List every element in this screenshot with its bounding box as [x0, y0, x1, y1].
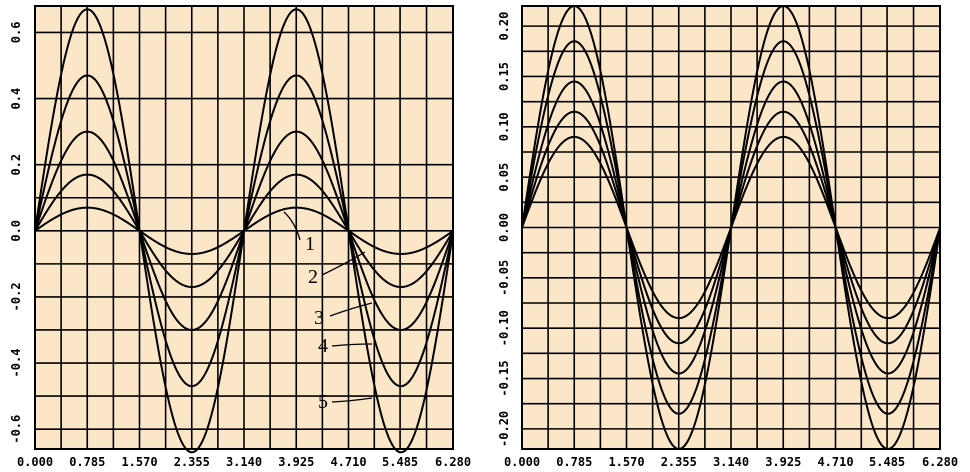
x-tick-label: 6.280: [435, 455, 471, 469]
y-tick-label: 0.4: [9, 88, 23, 110]
x-tick-label: 1.570: [121, 455, 157, 469]
annotation-leader-line: [329, 302, 373, 317]
annotation-leader-line: [321, 251, 366, 276]
y-tick-label: -0.4: [9, 349, 23, 378]
y-tick-label: 0.6: [9, 22, 23, 44]
y-tick-label: 0.15: [497, 62, 511, 91]
x-tick-label: 5.485: [382, 455, 418, 469]
x-tick-label: 6.280: [922, 455, 958, 469]
x-tick-label: 2.355: [661, 455, 697, 469]
x-tick-label: 0.000: [504, 455, 540, 469]
y-tick-label: -0.10: [497, 310, 511, 346]
series-line-5: [521, 5, 941, 450]
y-tick-label: 0.20: [497, 12, 511, 41]
y-tick-label: -0.20: [497, 411, 511, 447]
x-tick-label: 3.925: [278, 455, 314, 469]
x-tick-label: 4.710: [330, 455, 366, 469]
chart-panel-2: 0.000 0.785 1.570 2.355 3.140 3.925 4.710 5.485…: [497, 5, 958, 469]
x-tick-label: 3.925: [765, 455, 801, 469]
annotation-label: 2: [308, 266, 318, 288]
x-tick-label: 3.140: [226, 455, 262, 469]
y-tick-label: 0.05: [497, 163, 511, 192]
annotation-label: 3: [314, 307, 324, 329]
y-tick-label: -0.15: [497, 360, 511, 396]
y-tick-label: -0.05: [497, 260, 511, 296]
y-tick-label: -0.2: [9, 282, 23, 311]
x-tick-label: 3.140: [713, 455, 749, 469]
y-tick-label: -0.6: [9, 415, 23, 444]
y-tick-label: 0.0: [9, 220, 23, 242]
x-tick-label: 0.785: [556, 455, 592, 469]
plot-frame: [521, 5, 941, 450]
x-tick-label: 4.710: [817, 455, 853, 469]
x-tick-label: 0.785: [69, 455, 105, 469]
annotation-label: 5: [318, 391, 328, 413]
y-tick-label: 0.00: [497, 213, 511, 242]
annotation-label: 4: [318, 335, 328, 357]
x-tick-label: 5.485: [869, 455, 905, 469]
plot-frame: [34, 5, 454, 450]
series-line-5: [34, 8, 454, 454]
annotation-leader-line: [331, 397, 373, 403]
x-tick-label: 0.000: [17, 455, 53, 469]
y-tick-label: 0.10: [497, 112, 511, 141]
x-tick-label: 2.355: [174, 455, 210, 469]
annotation-label: 1: [305, 233, 315, 255]
chart-panel-1: 0.000 0.785 1.570 2.355 3.140 3.925 4.710 5.485…: [9, 5, 471, 469]
annotation-leader-line: [331, 343, 373, 347]
y-tick-label: 0.2: [9, 154, 23, 176]
annotation-leader-line: [283, 211, 301, 241]
x-tick-label: 1.570: [608, 455, 644, 469]
